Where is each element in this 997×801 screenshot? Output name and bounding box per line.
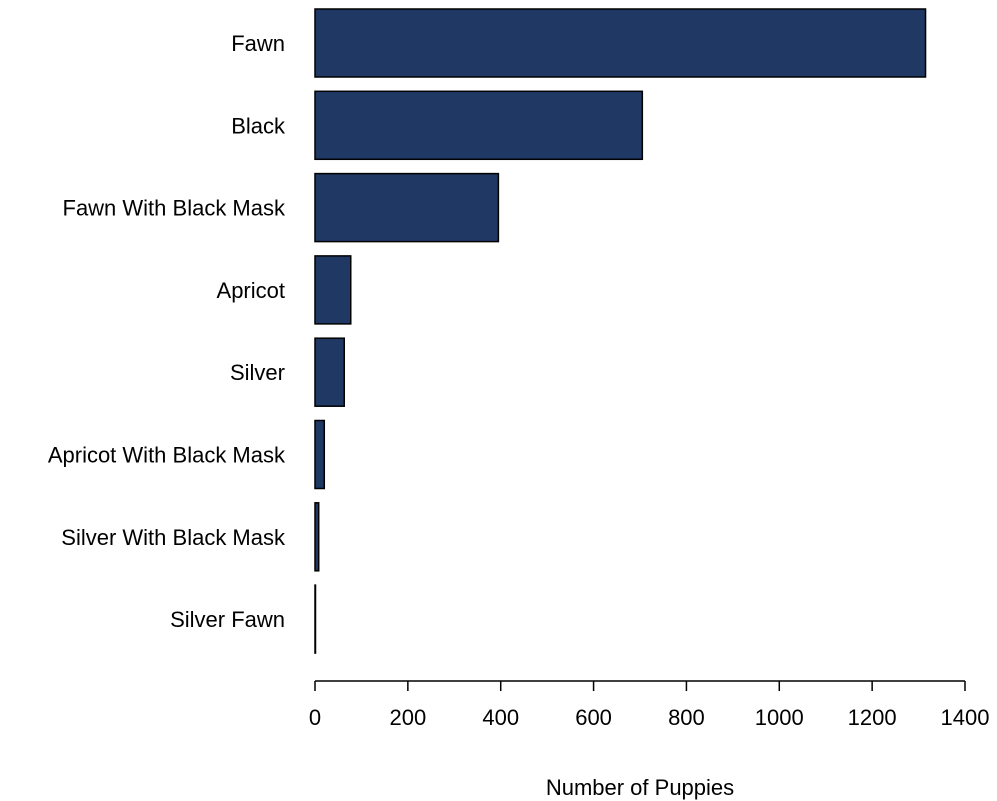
category-label: Silver Fawn (170, 607, 285, 632)
x-axis: 0 200 400 600 800 1000 1200 1400 (309, 680, 990, 730)
bars-group (314, 8, 927, 654)
x-axis-title: Number of Puppies (546, 775, 734, 800)
x-tick-label: 600 (575, 705, 612, 730)
bar (314, 172, 500, 243)
bar (314, 255, 352, 325)
bar (314, 337, 345, 407)
x-tick-label: 1200 (848, 705, 897, 730)
category-label: Apricot (217, 278, 285, 303)
x-tick-label: 400 (482, 705, 519, 730)
bar (314, 90, 644, 161)
x-axis-ticks: 0 200 400 600 800 1000 1200 1400 (309, 681, 990, 730)
x-tick-label: 200 (389, 705, 426, 730)
category-label: Fawn (231, 31, 285, 56)
x-tick-label: 1400 (941, 705, 990, 730)
x-tick-label: 1000 (755, 705, 804, 730)
category-label: Fawn With Black Mask (63, 196, 286, 221)
x-tick-label: 0 (309, 705, 321, 730)
category-label: Apricot With Black Mask (48, 443, 286, 468)
category-label: Silver (230, 360, 285, 385)
bar (314, 502, 320, 572)
category-label: Black (231, 113, 286, 138)
category-label: Silver With Black Mask (61, 525, 286, 550)
x-tick-label: 800 (668, 705, 705, 730)
category-labels: Fawn Black Fawn With Black Mask Apricot Silv… (48, 31, 286, 632)
bar (314, 419, 326, 490)
bar (314, 8, 927, 78)
bar (314, 584, 317, 654)
